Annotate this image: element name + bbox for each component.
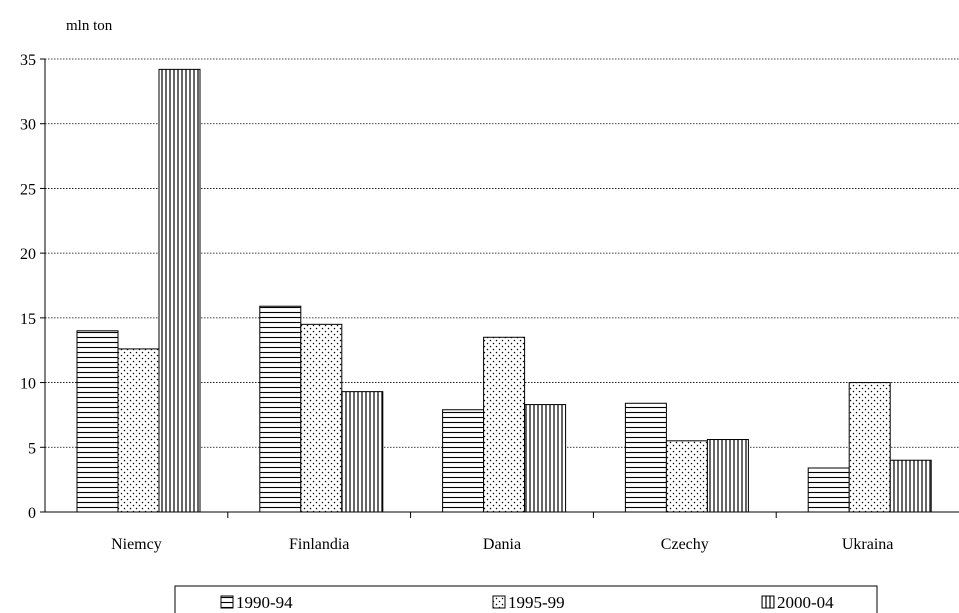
category-label: Niemcy <box>111 536 162 553</box>
legend-label-1990-94: 1990-94 <box>236 593 293 612</box>
bar-2000-04-Finlandia <box>341 391 384 513</box>
bar-1995-99-Niemcy <box>117 348 160 513</box>
bar-1990-94-Dania <box>442 409 485 513</box>
y-tick-label: 0 <box>28 505 36 522</box>
y-tick-label: 20 <box>20 246 36 263</box>
category-label: Dania <box>483 536 521 553</box>
bar-1995-99-Dania <box>483 336 526 513</box>
legend-label-2000-04: 2000-04 <box>777 593 834 612</box>
y-tick-label: 10 <box>20 376 36 393</box>
bars <box>76 68 932 513</box>
bar-2000-04-Ukraina <box>889 459 932 513</box>
bar-1995-99-Finlandia <box>300 323 343 513</box>
bar-2000-04-Niemcy <box>158 68 201 513</box>
bar-2000-04-Czechy <box>706 439 749 513</box>
y-tick-label: 25 <box>20 181 36 198</box>
bar-2000-04-Dania <box>524 404 567 513</box>
bar-1990-94-Ukraina <box>807 467 850 513</box>
legend: 1990-94 1995-99 2000-04 <box>174 585 878 613</box>
y-tick-label: 5 <box>28 440 36 457</box>
unit-label: mln ton <box>66 18 113 34</box>
bar-1995-99-Ukraina <box>848 382 891 513</box>
category-label: Finlandia <box>289 536 349 553</box>
category-label: Ukraina <box>842 536 894 553</box>
bar-1990-94-Finlandia <box>259 305 302 513</box>
legend-box <box>174 585 878 613</box>
bar-1990-94-Niemcy <box>76 330 119 513</box>
y-tick-label: 15 <box>20 311 36 328</box>
legend-swatch-2000-04 <box>761 595 775 609</box>
category-label: Czechy <box>661 536 709 553</box>
legend-label-1995-99: 1995-99 <box>508 593 565 612</box>
y-tick-label: 30 <box>20 117 36 134</box>
legend-swatch-1990-94 <box>220 595 234 609</box>
category-labels: Niemcy Finlandia Dania Czechy Ukraina <box>111 536 893 553</box>
bar-1990-94-Czechy <box>624 402 667 513</box>
y-tick-labels: 0 5 10 15 20 25 30 35 <box>20 52 36 522</box>
y-tick-label: 35 <box>20 52 36 69</box>
axes <box>40 58 959 518</box>
bar-1995-99-Czechy <box>665 440 708 513</box>
legend-swatch-1995-99 <box>492 595 506 609</box>
